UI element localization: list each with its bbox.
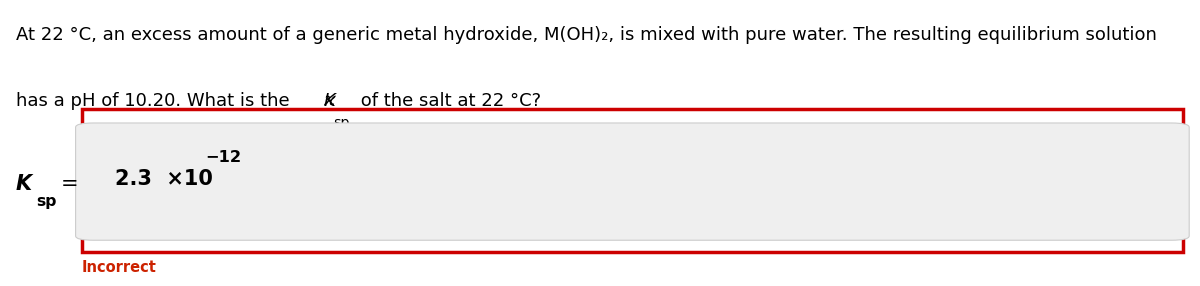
FancyBboxPatch shape — [76, 123, 1189, 240]
FancyBboxPatch shape — [82, 109, 1183, 252]
Text: of the salt at 22 °C?: of the salt at 22 °C? — [355, 92, 541, 110]
Text: sp: sp — [334, 116, 350, 130]
Text: has a pH of 10.20. What is the: has a pH of 10.20. What is the — [16, 92, 295, 110]
Text: −12: −12 — [205, 150, 241, 165]
Text: K: K — [16, 174, 31, 194]
Text: K: K — [324, 92, 335, 110]
Text: 2.3  ×10: 2.3 ×10 — [115, 169, 214, 189]
Text: Incorrect: Incorrect — [82, 260, 156, 275]
Text: ϰ: ϰ — [324, 92, 336, 110]
Text: =: = — [61, 174, 79, 194]
Text: sp: sp — [36, 194, 56, 209]
Text: At 22 °C, an excess amount of a generic metal hydroxide, M(OH)₂, is mixed with p: At 22 °C, an excess amount of a generic … — [16, 26, 1157, 44]
